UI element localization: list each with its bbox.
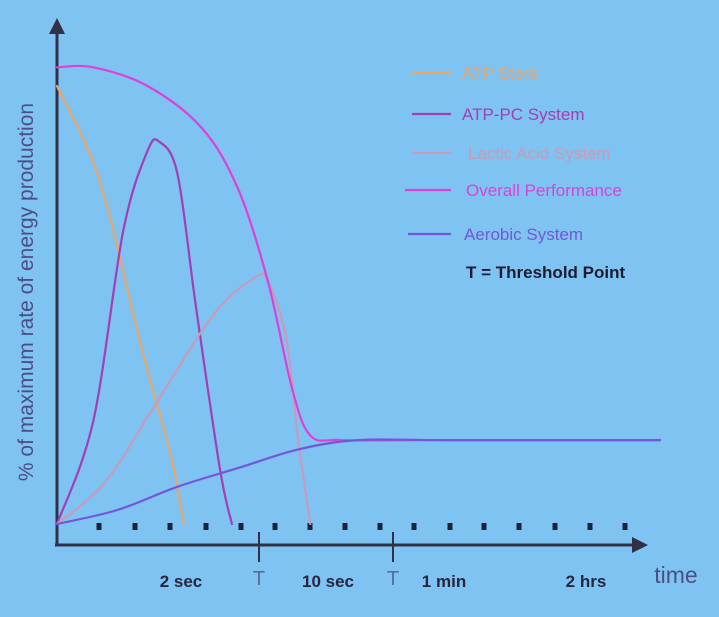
legend-label: Overall Performance [466, 181, 622, 200]
series-line-atp-pc-system [55, 138, 233, 526]
time-tick-dots [96, 523, 628, 530]
tick-dot [622, 523, 628, 530]
x-tick-label: 2 hrs [566, 572, 607, 591]
tick-dot [552, 523, 558, 530]
tick-dot [587, 523, 593, 530]
tick-dot [96, 523, 102, 530]
tick-dot [377, 523, 383, 530]
legend-label: Lactic Acid System [468, 144, 611, 163]
tick-dot [203, 523, 209, 530]
tick-dot [307, 523, 313, 530]
legend-label: Aerobic System [464, 225, 583, 244]
x-tick-label: 2 sec [160, 572, 203, 591]
tick-dot [132, 523, 138, 530]
series-lines [55, 64, 662, 526]
tick-dot [167, 523, 173, 530]
y-axis-arrow [49, 18, 65, 34]
tick-dot [481, 523, 487, 530]
x-tick-label: 10 sec [302, 572, 354, 591]
series-line-atp-store [55, 84, 185, 526]
x-tick-label: 1 min [422, 572, 466, 591]
legend: ATP Store ATP-PC System Lactic Acid System… [405, 64, 622, 244]
tick-dot [238, 523, 244, 530]
tick-dot [411, 523, 417, 530]
x-axis-arrow [632, 537, 648, 553]
tick-dot [342, 523, 348, 530]
tick-dot [447, 523, 453, 530]
y-axis-title: % of maximum rate of energy production [15, 103, 38, 481]
legend-label: ATP Store [462, 64, 539, 83]
threshold-label-1: T [253, 568, 265, 590]
tick-dot [516, 523, 522, 530]
legend-note: T = Threshold Point [466, 263, 625, 282]
tick-dot [272, 523, 278, 530]
series-line-aerobic-system [55, 438, 662, 526]
series-line-lactic-acid-system [55, 272, 312, 526]
threshold-label-2: T [387, 568, 399, 590]
x-axis-title: time [654, 562, 697, 588]
legend-label: ATP-PC System [462, 105, 584, 124]
